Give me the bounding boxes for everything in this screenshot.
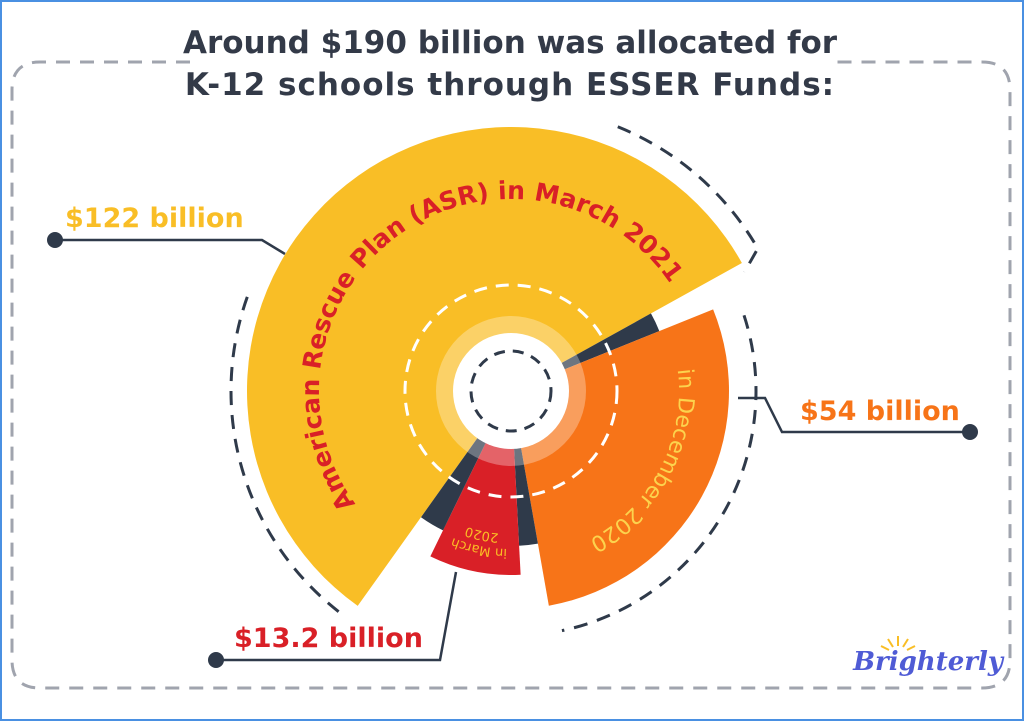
leader-dot-122: [47, 232, 63, 248]
leader-dot-13-2: [208, 652, 224, 668]
dashed-arc-orange: [561, 314, 758, 633]
leader-dot-54: [962, 424, 978, 440]
center-dashed-circle: [469, 349, 553, 433]
value-label-122: $122 billion: [65, 203, 244, 234]
dashed-arc-yellow-top: [617, 125, 760, 273]
value-label-54: $54 billion: [800, 396, 960, 427]
brighterly-logo: Brighterly: [852, 636, 1005, 677]
dashed-border: [10, 60, 1012, 690]
leader-line-13-2: [216, 571, 458, 662]
leader-line-54: [738, 396, 970, 434]
chart-title-line-1: Around $190 billion was allocated for: [183, 25, 838, 61]
chart-title-line-2: K-12 schools through ESSER Funds:: [185, 67, 835, 103]
leader-line-122: [55, 238, 286, 256]
brighterly-logo-text: Brighterly: [852, 647, 1005, 677]
white-dashed-circle: [403, 283, 619, 499]
sun-icon: [880, 636, 916, 651]
value-label-13-2: $13.2 billion: [234, 623, 423, 654]
dashed-arc-yellow-left: [229, 294, 340, 613]
